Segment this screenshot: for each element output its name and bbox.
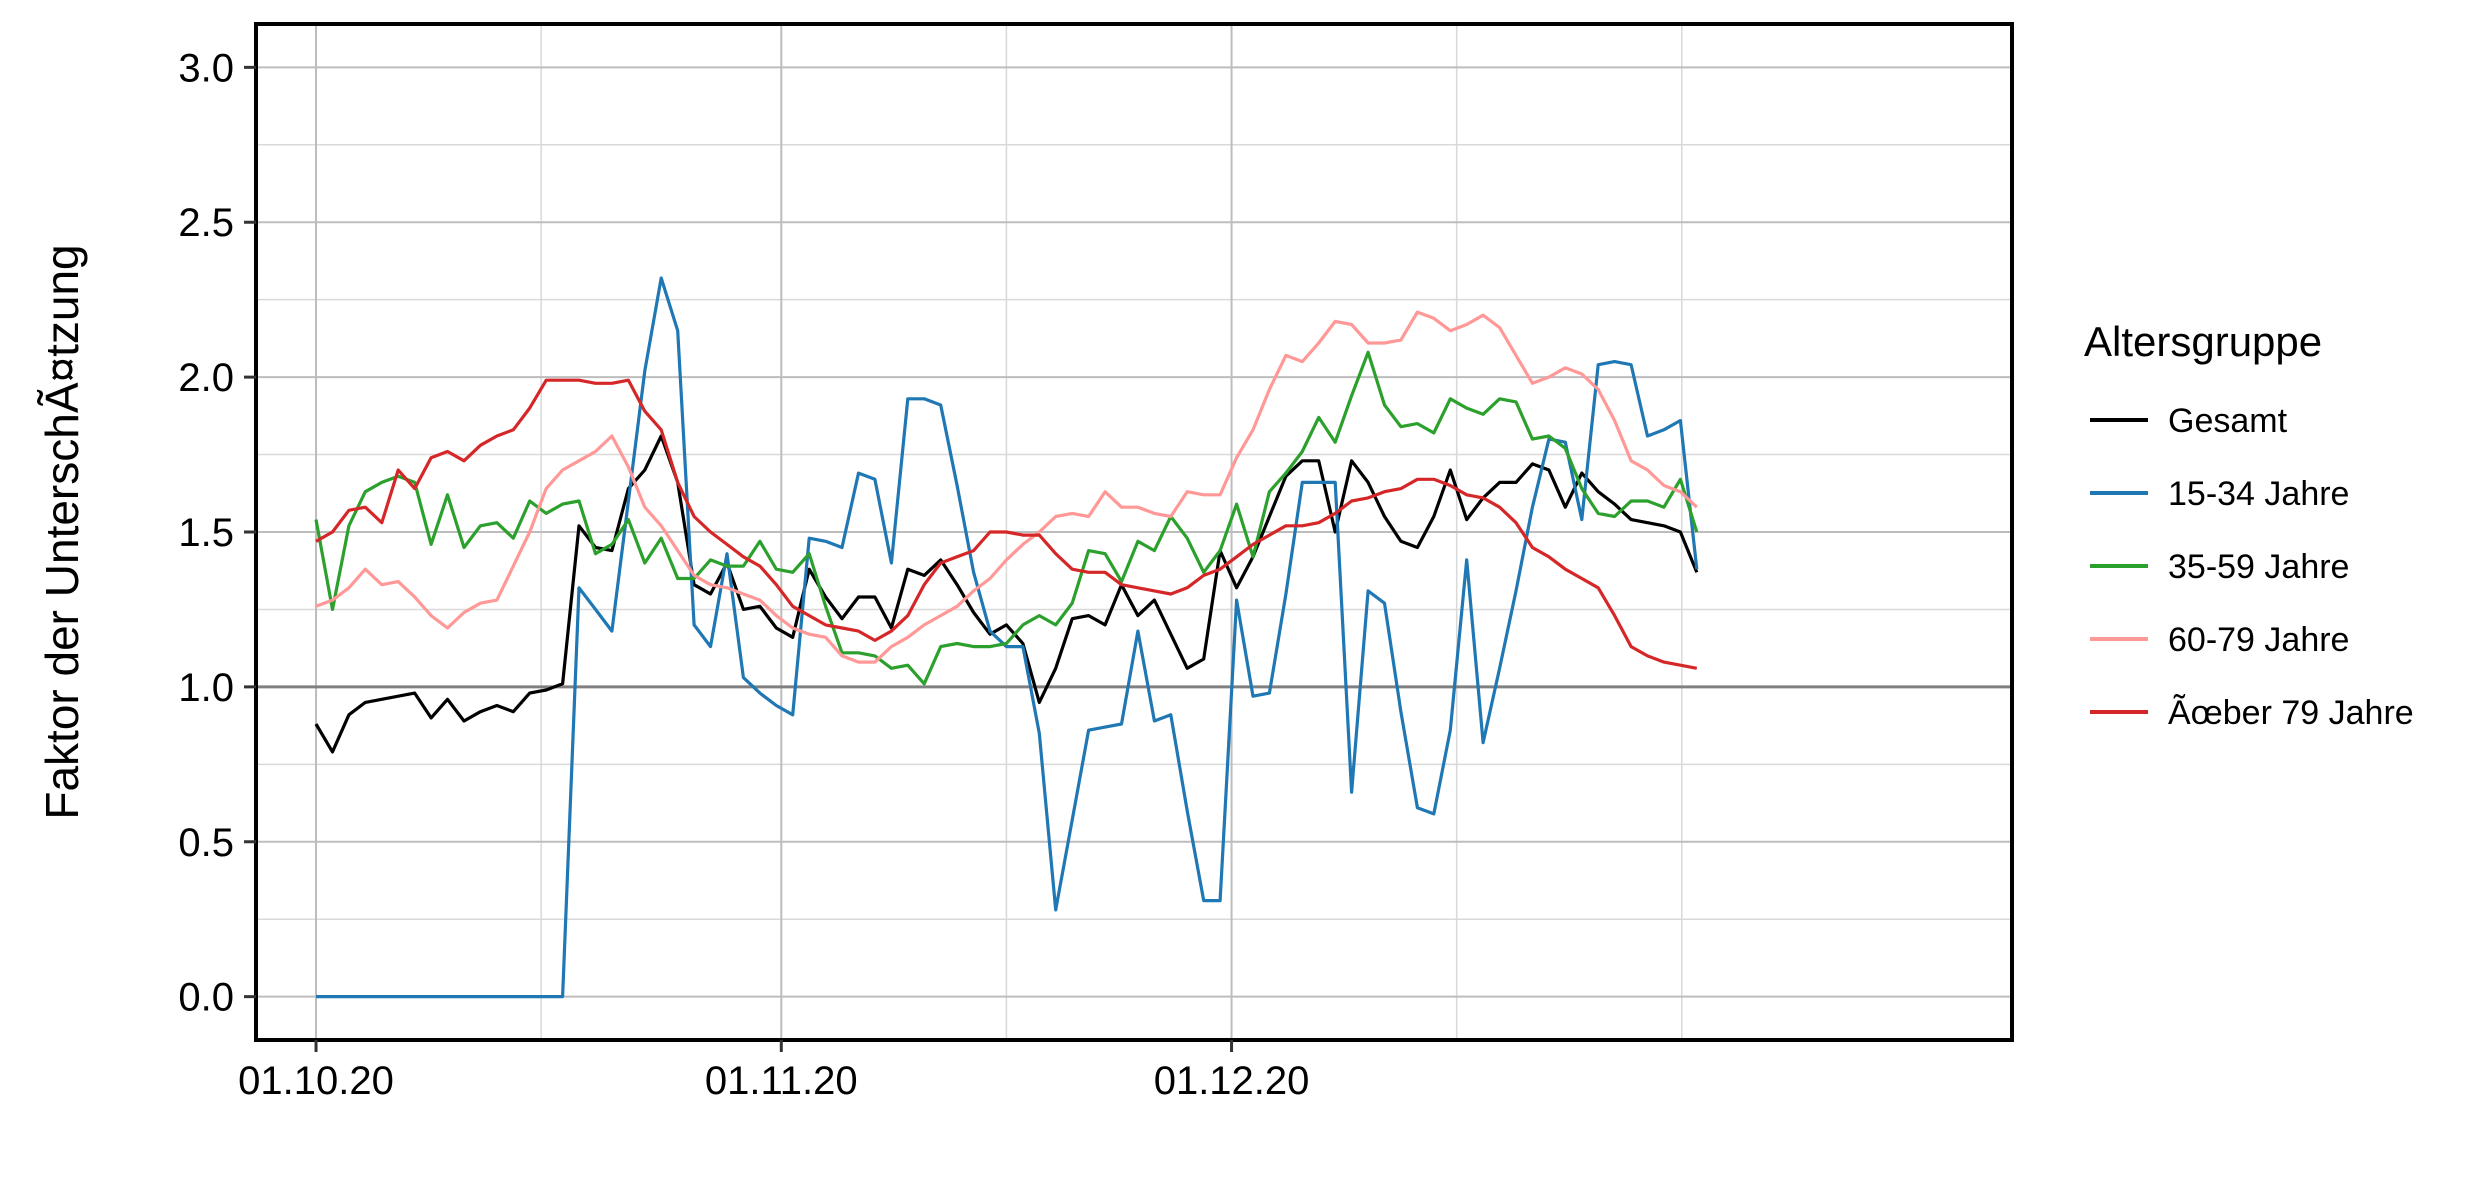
- series-line-60-79-jahre: [315, 310, 1698, 664]
- series-lines: [314, 276, 1699, 999]
- series-line-gesamt: [314, 434, 1699, 754]
- y-tick-label: 2.0: [178, 356, 234, 400]
- legend-label: 60-79 Jahre: [2168, 621, 2349, 659]
- series-line-35-59-jahre: [314, 350, 1699, 686]
- axis-ticks: [244, 65, 1234, 1052]
- legend-label: 35-59 Jahre: [2168, 548, 2349, 586]
- legend-label: Ãœber 79 Jahre: [2168, 694, 2414, 732]
- series-line-15-34-jahre: [316, 276, 1699, 999]
- legend: Altersgruppe Gesamt 15-34 Jahre 35-59 Jahr…: [2084, 318, 2414, 732]
- axis-tick-labels: 0.0 0.5 1.0 1.5 2.0 2.5 3.0 01.10.20 01.11.20 01.…: [178, 46, 1309, 1103]
- legend-label: 15-34 Jahre: [2168, 475, 2349, 513]
- y-tick-label: 2.5: [178, 201, 234, 245]
- y-tick-label: 0.5: [178, 821, 234, 865]
- x-tick-label: 01.11.20: [705, 1059, 858, 1103]
- x-tick-label: 01.10.20: [238, 1059, 394, 1103]
- y-axis-title: Faktor der UnterschÃ¤tzung: [36, 244, 88, 819]
- y-tick-label: 1.0: [178, 666, 234, 710]
- y-tick-label: 3.0: [178, 46, 234, 90]
- legend-title: Altersgruppe: [2084, 318, 2322, 365]
- y-tick-label: 0.0: [178, 976, 234, 1020]
- y-tick-label: 1.5: [178, 511, 234, 555]
- series-line-ber-79-jahre: [315, 378, 1698, 670]
- legend-label: Gesamt: [2168, 402, 2288, 440]
- x-tick-label: 01.12.20: [1154, 1059, 1310, 1103]
